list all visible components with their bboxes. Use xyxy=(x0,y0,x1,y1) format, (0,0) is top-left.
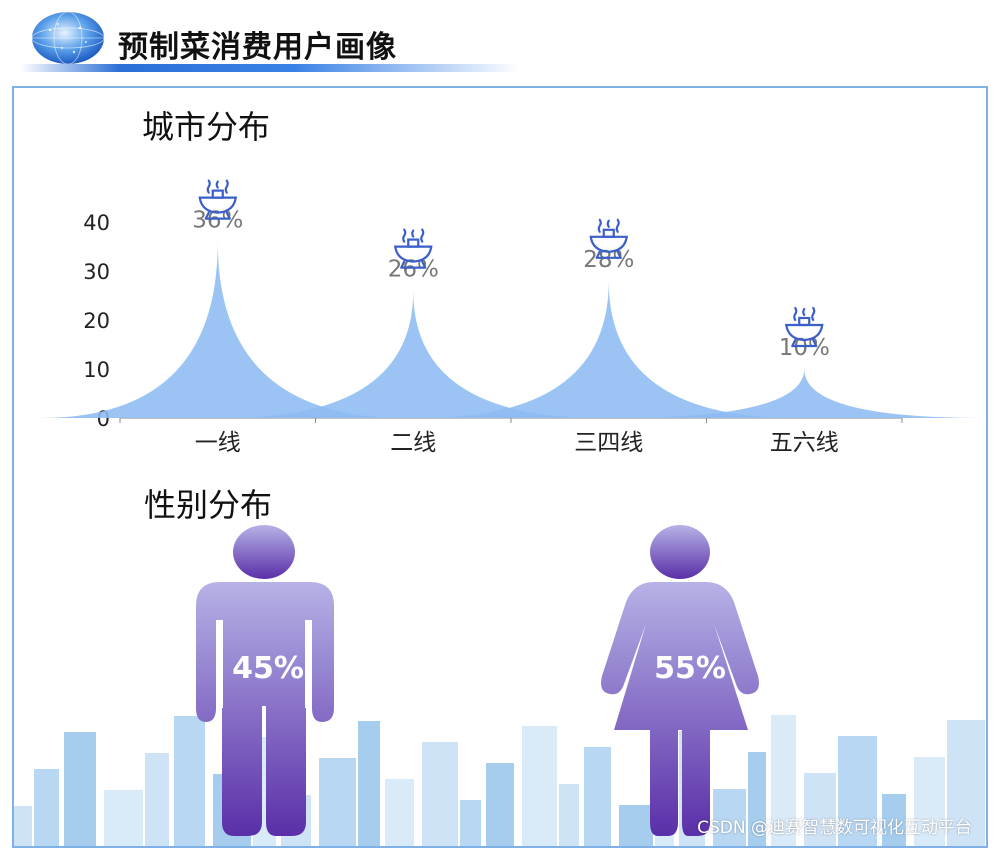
skyline-building xyxy=(34,769,59,846)
skyline-building xyxy=(619,805,653,846)
skyline-building xyxy=(422,742,458,846)
spike-mark-3 xyxy=(421,280,797,418)
gender-section-title: 性别分布 xyxy=(144,486,273,524)
male-figure-icon xyxy=(196,525,334,836)
gender-distribution-chart: 45% 55% xyxy=(196,525,759,836)
spike-mark-2 xyxy=(225,290,601,418)
y-tick-label: 10 xyxy=(83,358,110,382)
skyline-building xyxy=(838,736,877,846)
hotpot-icon xyxy=(393,228,433,269)
skyline-building xyxy=(748,752,766,846)
hotpot-icon xyxy=(198,179,238,220)
x-tick-label: 一线 xyxy=(195,430,241,456)
skyline-building xyxy=(804,773,836,846)
skyline-building xyxy=(64,732,96,846)
hotpot-icon xyxy=(589,218,629,259)
female-figure-icon xyxy=(601,525,759,836)
x-tick-label: 三四线 xyxy=(574,430,643,456)
header-underline xyxy=(20,64,520,72)
skyline-building xyxy=(713,789,746,846)
y-tick-label: 40 xyxy=(83,211,110,235)
page-title: 预制菜消费用户画像 xyxy=(118,30,397,65)
header: 预制菜消费用户画像 xyxy=(0,0,998,80)
skyline-building xyxy=(14,806,32,846)
city-section-title: 城市分布 xyxy=(142,108,271,146)
y-tick-label: 30 xyxy=(83,260,110,284)
content-panel: 城市分布 性别分布 0 10 20 30 40 36% 一线 26% 二线 28% 三四线 10% 五六… xyxy=(12,86,988,848)
male-percentage-label: 45% xyxy=(232,651,304,686)
skyline-building xyxy=(522,726,557,846)
skyline-building xyxy=(914,757,945,846)
skyline-building xyxy=(460,800,481,846)
x-tick-label: 二线 xyxy=(390,430,436,456)
globe-icon xyxy=(31,11,105,65)
spike-mark-4 xyxy=(616,369,982,418)
skyline-building xyxy=(385,779,414,846)
skyline-building xyxy=(947,720,985,846)
skyline-building xyxy=(486,763,514,846)
watermark: CSDN @迪赛智慧数可视化互动平台 xyxy=(697,818,972,838)
spike-mark-1 xyxy=(40,241,406,418)
skyline-building xyxy=(559,784,579,846)
female-percentage-label: 55% xyxy=(654,651,726,686)
skyline-building xyxy=(584,747,611,846)
skyline-building xyxy=(104,790,143,846)
skyline-building xyxy=(145,753,169,846)
y-tick-label: 20 xyxy=(83,309,110,333)
skyline-building xyxy=(358,721,380,846)
x-tick-label: 五六线 xyxy=(770,430,839,456)
hotpot-icon xyxy=(784,306,824,348)
skyline-building xyxy=(771,715,796,846)
skyline-building xyxy=(174,716,205,846)
skyline-building xyxy=(319,758,356,846)
skyline-building xyxy=(882,794,906,846)
